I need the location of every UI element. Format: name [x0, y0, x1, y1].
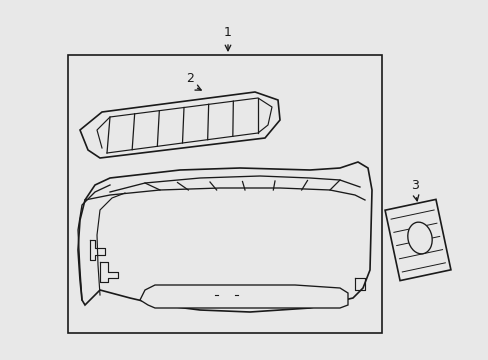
Text: 3: 3 [410, 179, 418, 192]
Polygon shape [80, 92, 280, 158]
Polygon shape [140, 285, 347, 308]
Text: 1: 1 [224, 26, 231, 39]
Text: 2: 2 [185, 72, 194, 85]
Polygon shape [78, 162, 371, 312]
Polygon shape [384, 199, 450, 280]
Bar [68, 55, 381, 333]
Ellipse shape [407, 222, 431, 254]
